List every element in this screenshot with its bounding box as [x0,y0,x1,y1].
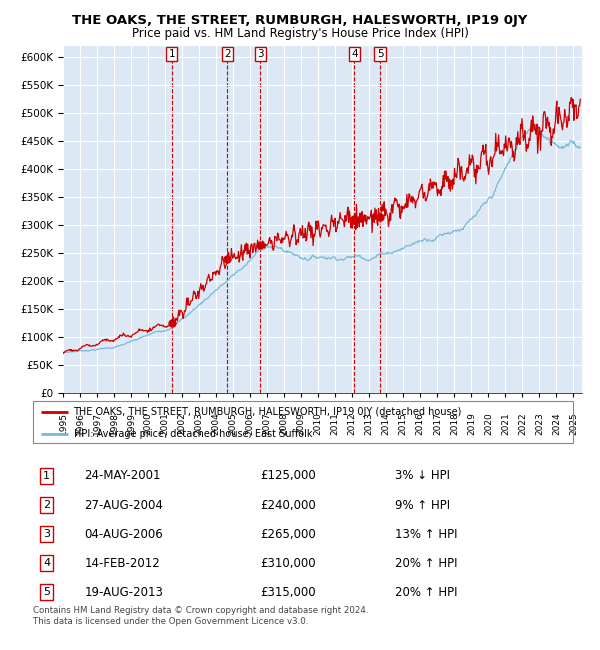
Text: 3: 3 [257,49,263,59]
Text: 5: 5 [377,49,383,59]
Text: 2017: 2017 [433,412,442,436]
Text: 1997: 1997 [92,412,101,436]
Text: 2013: 2013 [365,412,374,436]
Text: £265,000: £265,000 [260,528,316,541]
Text: HPI: Average price, detached house, East Suffolk: HPI: Average price, detached house, East… [74,430,312,439]
Text: £125,000: £125,000 [260,469,316,482]
Text: THE OAKS, THE STREET, RUMBURGH, HALESWORTH, IP19 0JY (detached house): THE OAKS, THE STREET, RUMBURGH, HALESWOR… [74,407,462,417]
Text: 19-AUG-2013: 19-AUG-2013 [84,586,163,599]
Text: 2010: 2010 [314,412,323,436]
Text: Price paid vs. HM Land Registry's House Price Index (HPI): Price paid vs. HM Land Registry's House … [131,27,469,40]
Text: 2021: 2021 [501,412,510,435]
Text: 2006: 2006 [245,412,254,436]
Text: 2001: 2001 [161,412,170,436]
Text: 2007: 2007 [263,412,272,436]
Text: 2008: 2008 [280,412,289,436]
Text: 2004: 2004 [212,412,221,435]
Text: 5: 5 [43,587,50,597]
Text: 2015: 2015 [399,412,408,436]
Text: 1995: 1995 [59,412,67,436]
Text: 3% ↓ HPI: 3% ↓ HPI [395,469,450,482]
Text: 20% ↑ HPI: 20% ↑ HPI [395,556,457,569]
Text: 1: 1 [169,49,175,59]
Text: 2023: 2023 [535,412,544,435]
Text: This data is licensed under the Open Government Licence v3.0.: This data is licensed under the Open Gov… [33,618,308,627]
Text: 2016: 2016 [416,412,425,436]
Text: 1996: 1996 [76,412,85,436]
Text: 13% ↑ HPI: 13% ↑ HPI [395,528,457,541]
Text: 1998: 1998 [110,412,119,436]
Text: £240,000: £240,000 [260,499,316,512]
Text: 2: 2 [224,49,230,59]
Text: 2005: 2005 [229,412,238,436]
Text: 2000: 2000 [143,412,152,436]
Text: 2012: 2012 [348,412,357,435]
Text: 2014: 2014 [382,412,391,435]
Text: 20% ↑ HPI: 20% ↑ HPI [395,586,457,599]
Text: 2: 2 [43,500,50,510]
Text: 2019: 2019 [467,412,476,436]
Text: 2020: 2020 [484,412,493,435]
Text: 14-FEB-2012: 14-FEB-2012 [84,556,160,569]
Text: 4: 4 [43,558,50,568]
Text: 1: 1 [43,471,50,481]
Text: 9% ↑ HPI: 9% ↑ HPI [395,499,450,512]
Text: 2003: 2003 [194,412,203,436]
Text: 2022: 2022 [518,412,527,435]
Text: 3: 3 [43,529,50,539]
Text: 2024: 2024 [552,412,561,435]
Text: 04-AUG-2006: 04-AUG-2006 [84,528,163,541]
Text: 24-MAY-2001: 24-MAY-2001 [84,469,161,482]
Text: 2025: 2025 [569,412,578,435]
Text: THE OAKS, THE STREET, RUMBURGH, HALESWORTH, IP19 0JY: THE OAKS, THE STREET, RUMBURGH, HALESWOR… [73,14,527,27]
Text: £315,000: £315,000 [260,586,316,599]
Text: 2018: 2018 [450,412,459,436]
Text: 2002: 2002 [178,412,187,435]
Text: 27-AUG-2004: 27-AUG-2004 [84,499,163,512]
Text: 1999: 1999 [127,412,136,436]
Text: 4: 4 [351,49,358,59]
Text: 2011: 2011 [331,412,340,436]
Text: Contains HM Land Registry data © Crown copyright and database right 2024.: Contains HM Land Registry data © Crown c… [33,606,368,615]
Text: £310,000: £310,000 [260,556,316,569]
Text: 2009: 2009 [297,412,306,436]
